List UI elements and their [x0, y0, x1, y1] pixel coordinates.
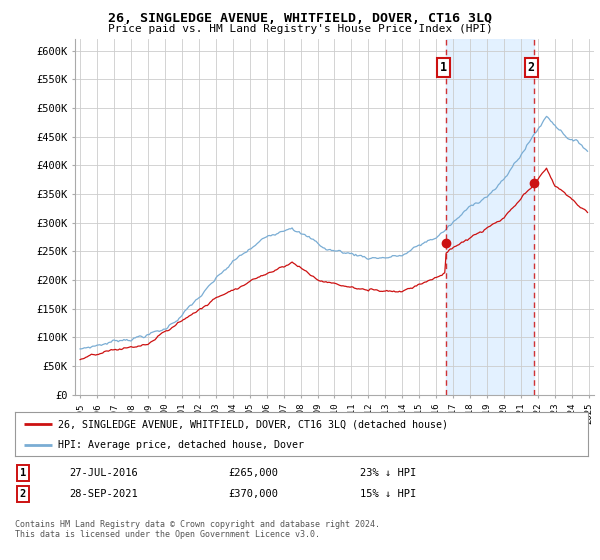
Text: 27-JUL-2016: 27-JUL-2016	[69, 468, 138, 478]
Text: Price paid vs. HM Land Registry's House Price Index (HPI): Price paid vs. HM Land Registry's House …	[107, 24, 493, 34]
Text: 2: 2	[20, 489, 26, 499]
Text: 28-SEP-2021: 28-SEP-2021	[69, 489, 138, 499]
Text: £370,000: £370,000	[228, 489, 278, 499]
Text: 15% ↓ HPI: 15% ↓ HPI	[360, 489, 416, 499]
Text: Contains HM Land Registry data © Crown copyright and database right 2024.
This d: Contains HM Land Registry data © Crown c…	[15, 520, 380, 539]
Text: 26, SINGLEDGE AVENUE, WHITFIELD, DOVER, CT16 3LQ (detached house): 26, SINGLEDGE AVENUE, WHITFIELD, DOVER, …	[58, 419, 448, 429]
Text: 1: 1	[20, 468, 26, 478]
Bar	[446, 39, 533, 395]
Text: 2: 2	[527, 62, 535, 74]
Text: 23% ↓ HPI: 23% ↓ HPI	[360, 468, 416, 478]
Text: 1: 1	[440, 62, 447, 74]
Text: £265,000: £265,000	[228, 468, 278, 478]
Text: 26, SINGLEDGE AVENUE, WHITFIELD, DOVER, CT16 3LQ: 26, SINGLEDGE AVENUE, WHITFIELD, DOVER, …	[108, 12, 492, 25]
Text: HPI: Average price, detached house, Dover: HPI: Average price, detached house, Dove…	[58, 440, 304, 450]
